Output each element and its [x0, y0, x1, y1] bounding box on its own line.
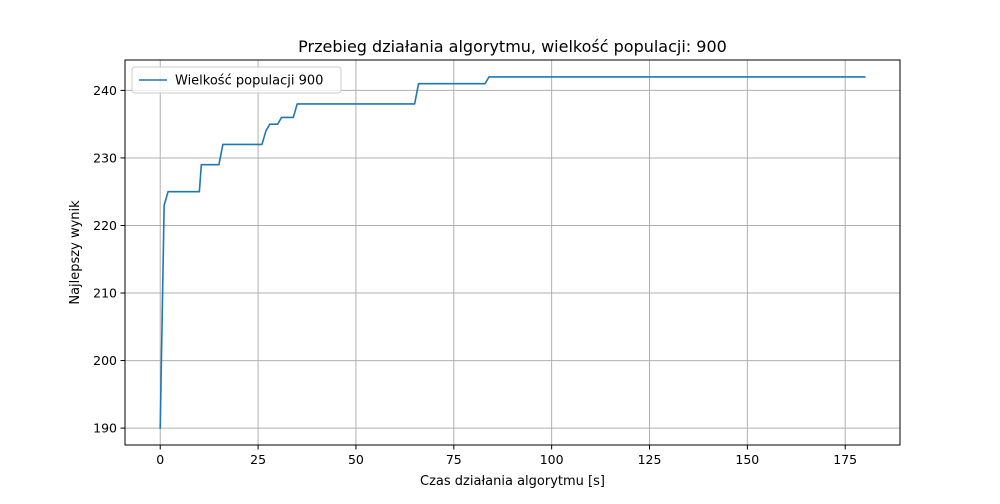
x-tick-label: 100 [540, 452, 564, 467]
legend-label: Wielkość populacji 900 [175, 74, 323, 89]
chart-title: Przebieg działania algorytmu, wielkość p… [298, 37, 727, 56]
legend: Wielkość populacji 900 [131, 66, 342, 94]
legend-box [131, 66, 342, 94]
x-tick-label: 125 [638, 452, 662, 467]
y-tick-label: 210 [93, 286, 117, 301]
y-tick-label: 240 [93, 83, 117, 98]
grid [125, 60, 900, 445]
y-tick-label: 190 [93, 421, 117, 436]
x-axis-label: Czas działania algorytmu [s] [420, 474, 605, 489]
x-tick-label: 25 [250, 452, 266, 467]
x-tick-label: 175 [833, 452, 857, 467]
series-layer [159, 76, 866, 429]
y-tick-label: 220 [93, 218, 117, 233]
series-line [159, 76, 866, 429]
plot-frame [124, 59, 901, 446]
y-tick-label: 200 [93, 353, 117, 368]
axis-ticks: 0 25 50 75 100 125 150 175 190 200 210 220 230 240 [93, 83, 857, 467]
x-tick-label: 150 [735, 452, 759, 467]
y-axis-label: Najlepszy wynik [68, 200, 83, 305]
y-tick-label: 230 [93, 150, 117, 165]
x-tick-label: 0 [156, 452, 164, 467]
x-tick-label: 75 [446, 452, 462, 467]
x-tick-label: 50 [348, 452, 364, 467]
